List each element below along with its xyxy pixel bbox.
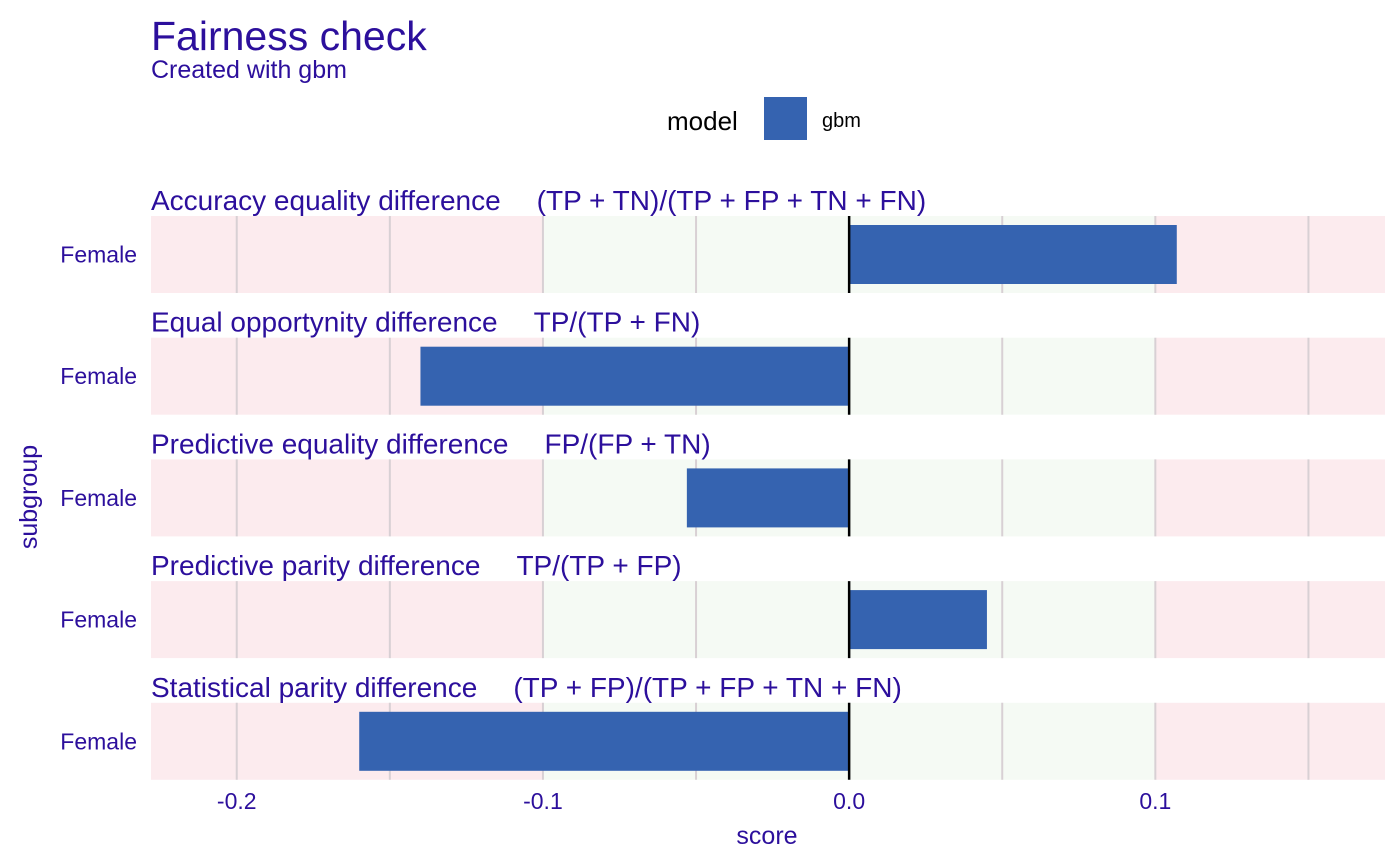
facet-panels: Accuracy equality difference (TP + TN)/(T… [60,185,1385,780]
bar [849,225,1177,284]
facet-metric-name: Predictive equality difference [151,428,508,459]
y-tick-label: Female [60,242,137,268]
facet-formula: FP/(FP + TN) [544,428,710,459]
y-tick-label: Female [60,485,137,511]
facet-formula: TP/(TP + FP) [516,550,681,581]
chart-title: Fairness check [151,13,427,59]
facet-strip-label: Statistical parity difference (TP + FP)/(… [151,672,902,703]
facet-strip-label: Accuracy equality difference (TP + TN)/(T… [151,185,926,216]
x-tick-label: 0.1 [1139,788,1171,814]
facet-metric-name: Statistical parity difference [151,672,477,703]
y-tick-label: Female [60,363,137,389]
y-tick-label: Female [60,607,137,633]
bar [359,711,850,771]
x-tick-label: -0.2 [217,788,257,814]
bar [849,590,987,650]
facet-strip-label: Equal opportynity difference TP/(TP + FN) [151,307,700,338]
x-axis-ticks: -0.2 -0.1 0.0 0.1 [217,788,1171,814]
facet-metric-name: Accuracy equality difference [151,185,501,216]
unfair-zone-left [151,216,543,293]
legend-swatch-gbm [764,97,807,140]
x-axis-label: score [736,822,797,850]
unfair-zone-right [1155,581,1385,659]
unfair-zone-right [1155,337,1385,415]
facet-formula: (TP + TN)/(TP + FP + TN + FN) [537,185,927,216]
facet-metric-name: Predictive parity difference [151,550,480,581]
facet-panel: Equal opportynity difference TP/(TP + FN)… [60,307,1385,415]
x-tick-label: -0.1 [523,788,563,814]
chart-subtitle: Created with gbm [151,56,347,84]
legend-title: model [667,106,738,136]
facet-panel: Statistical parity difference (TP + FP)/(… [60,672,1385,780]
facet-strip-label: Predictive equality difference FP/(FP + T… [151,428,711,459]
facet-panel: Predictive equality difference FP/(FP + T… [60,428,1385,537]
unfair-zone-left [151,459,543,537]
facet-formula: TP/(TP + FN) [534,307,701,338]
unfair-zone-right [1155,702,1385,780]
unfair-zone-right [1155,459,1385,537]
legend: model gbm [667,97,861,140]
facet-formula: (TP + FP)/(TP + FP + TN + FN) [513,672,901,703]
facet-strip-label: Predictive parity difference TP/(TP + FP) [151,550,682,581]
facet-panel: Predictive parity difference TP/(TP + FP)… [60,550,1385,659]
x-tick-label: 0.0 [833,788,865,814]
unfair-zone-right [1155,216,1385,293]
facet-panel: Accuracy equality difference (TP + TN)/(T… [60,185,1385,293]
bar [420,346,850,406]
facet-metric-name: Equal opportynity difference [151,307,498,338]
y-axis-label: subgroup [15,445,43,549]
unfair-zone-left [151,581,543,659]
bar [686,468,850,528]
y-tick-label: Female [60,728,137,754]
legend-item-gbm: gbm [822,110,861,132]
